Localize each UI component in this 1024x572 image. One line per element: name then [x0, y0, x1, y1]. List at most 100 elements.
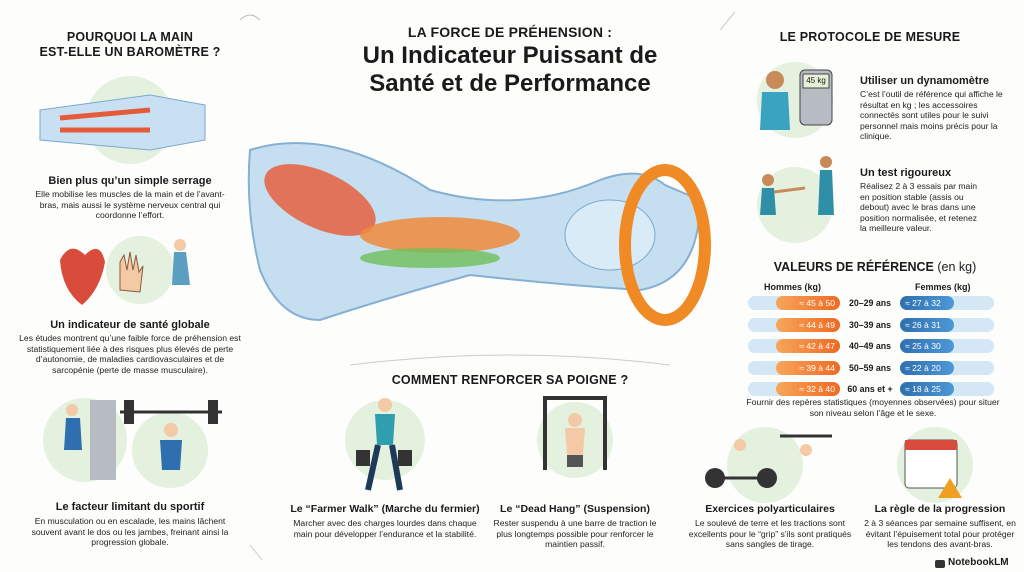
- item-text: 2 à 3 séances par semaine suffisent, en …: [864, 518, 1016, 550]
- title-line: Un Indicateur Puissant de: [362, 42, 658, 69]
- men-bar: ≈ 32 à 40: [748, 382, 840, 396]
- brand: NotebookLM: [948, 557, 1009, 568]
- men-value: ≈ 42 à 47: [776, 339, 840, 353]
- deadlift-icon: [705, 468, 725, 488]
- reference-note: Fournir des repères statistiques (moyenn…: [746, 397, 1000, 418]
- elder-icon: [172, 252, 190, 285]
- bg-circle: [757, 167, 833, 243]
- women-value: ≈ 22 à 20: [900, 360, 954, 375]
- calendar-icon: [905, 440, 957, 450]
- pullup-icon: [800, 444, 812, 456]
- men-value: ≈ 39 à 44: [776, 360, 840, 375]
- men-bar: ≈ 44 à 49: [748, 317, 840, 332]
- heart-icon: [60, 248, 105, 305]
- barbell-icon: [124, 400, 134, 424]
- deadlift-icon: [757, 468, 777, 488]
- dumbbell-icon: [398, 450, 412, 466]
- hanger-icon: [568, 413, 582, 427]
- age-group: 30–39 ans: [848, 319, 892, 330]
- bg-circle: [727, 427, 803, 503]
- person-icon: [766, 71, 784, 89]
- women-bar: ≈ 18 à 25: [900, 382, 994, 396]
- item-text: C’est l’outil de référence qui affiche l…: [860, 89, 1003, 142]
- women-bar: ≈ 22 à 20: [900, 360, 994, 375]
- heading-line: POURQUOI LA MAIN: [66, 30, 194, 44]
- women-bar: ≈ 25 à 30: [900, 339, 994, 353]
- walker-icon: [365, 444, 403, 491]
- men-value: ≈ 32 à 40: [776, 382, 840, 396]
- warning-icon: [938, 478, 962, 498]
- reference-row: ≈ 42 à 47 40–49 ans ≈ 25 à 30: [748, 339, 994, 353]
- item-text: En musculation ou en escalade, les mains…: [31, 516, 229, 548]
- grip-ring: [619, 164, 711, 326]
- walker-icon: [375, 414, 395, 445]
- separator: [349, 354, 671, 366]
- women-value: ≈ 25 à 30: [900, 339, 954, 353]
- separator: [239, 14, 261, 21]
- reference-row: ≈ 45 à 50 20–29 ans ≈ 27 à 32: [748, 296, 994, 310]
- elder-icon: [174, 239, 186, 251]
- deadlift-icon: [734, 439, 746, 451]
- person-icon: [762, 174, 774, 186]
- walker-icon: [378, 398, 392, 412]
- reference-title: VALEURS DE RÉFÉRENCE: [773, 260, 934, 274]
- item-title: Le “Dead Hang” (Suspension): [500, 503, 650, 515]
- person-icon: [818, 170, 834, 215]
- women-value: ≈ 18 à 25: [900, 382, 954, 396]
- section-heading: COMMENT RENFORCER SA POIGNE ?: [391, 373, 629, 387]
- hanger-icon: [567, 455, 583, 467]
- hand-icon: [119, 251, 144, 293]
- hanger-icon: [565, 428, 585, 455]
- title-line: Santé et de Performance: [369, 70, 651, 97]
- climber-icon: [66, 404, 78, 416]
- men-bar: ≈ 42 à 47: [748, 339, 840, 353]
- muscle-icon: [59, 107, 151, 133]
- men-value: ≈ 45 à 50: [776, 296, 840, 310]
- age-group: 60 ans et +: [847, 384, 893, 394]
- heading-line: EST-ELLE UN BAROMÈTRE ?: [39, 45, 221, 59]
- men-bar: ≈ 39 à 44: [748, 360, 840, 375]
- women-bar: ≈ 26 à 31: [900, 317, 994, 332]
- reference-row: ≈ 44 à 49 30–39 ans ≈ 26 à 31: [748, 317, 994, 332]
- women-value: ≈ 27 à 32: [900, 296, 954, 310]
- separator: [719, 11, 736, 31]
- separator: [249, 544, 263, 561]
- column-header: Femmes (kg): [915, 282, 971, 292]
- men-bar: ≈ 45 à 50: [748, 296, 840, 310]
- pullup-bar: [543, 396, 607, 470]
- item-text: Le soulevé de terre et les tractions son…: [688, 518, 852, 550]
- brand-logo: [935, 560, 945, 568]
- barbell-icon: [208, 400, 218, 424]
- item-text: Réalisez 2 à 3 essais par main en positi…: [860, 181, 978, 234]
- reference-row: ≈ 32 à 40 60 ans et + ≈ 18 à 25: [748, 382, 994, 396]
- age-group: 40–49 ans: [848, 341, 892, 351]
- item-text: Elle mobilise les muscles de la main et …: [35, 189, 225, 221]
- men-value: ≈ 44 à 49: [776, 317, 840, 332]
- item-title: Un indicateur de santé globale: [50, 319, 210, 331]
- item-title: Utiliser un dynamomètre: [860, 75, 989, 87]
- item-title: Exercices polyarticulaires: [705, 503, 835, 515]
- reference-unit: (en kg): [937, 260, 977, 274]
- person-icon: [820, 156, 832, 168]
- women-value: ≈ 26 à 31: [900, 317, 954, 332]
- lifter-icon: [160, 440, 182, 470]
- item-text: Rester suspendu à une barre de traction …: [493, 518, 657, 550]
- person-icon: [760, 188, 776, 215]
- section-heading: POURQUOI LA MAIN EST-ELLE UN BAROMÈTRE ?: [30, 30, 230, 60]
- age-group: 20–29 ans: [848, 298, 892, 308]
- section-heading: LE PROTOCOLE DE MESURE: [779, 30, 961, 44]
- women-bar: ≈ 27 à 32: [900, 296, 994, 310]
- dumbbell-icon: [356, 450, 370, 466]
- lifter-icon: [164, 423, 178, 437]
- title: Un Indicateur Puissant de Santé et de Pe…: [300, 42, 720, 98]
- age-group: 50–59 ans: [848, 362, 892, 373]
- item-title: Le “Farmer Walk” (Marche du fermier): [290, 503, 480, 515]
- item-title: Bien plus qu’un simple serrage: [48, 175, 212, 187]
- item-title: Le facteur limitant du sportif: [55, 501, 205, 513]
- climber-icon: [64, 418, 82, 450]
- person-icon: [773, 186, 806, 194]
- item-text: Les études montrent qu’une faible force …: [19, 333, 241, 375]
- item-text: Marcher avec des charges lourdes dans ch…: [293, 518, 477, 539]
